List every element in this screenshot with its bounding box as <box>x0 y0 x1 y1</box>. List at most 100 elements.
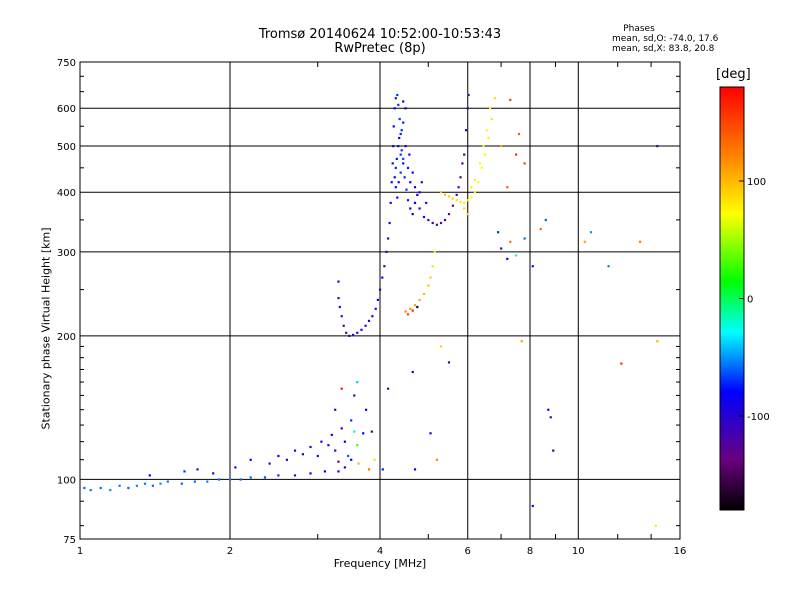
data-point <box>371 315 374 318</box>
x-tick-label: 8 <box>527 546 533 557</box>
data-point <box>620 362 623 365</box>
data-point <box>473 191 476 194</box>
data-point <box>583 240 586 243</box>
data-point <box>447 195 451 198</box>
data-point <box>487 136 490 140</box>
data-point <box>539 228 542 231</box>
data-point <box>552 449 555 452</box>
data-point <box>330 433 333 436</box>
data-point <box>387 237 390 240</box>
data-point <box>544 218 547 222</box>
data-point <box>239 478 242 481</box>
data-point <box>485 129 488 132</box>
data-point <box>451 204 454 207</box>
data-point <box>118 484 121 487</box>
data-point <box>418 191 421 194</box>
data-point <box>285 458 288 461</box>
data-point <box>399 153 402 156</box>
data-point <box>397 181 400 184</box>
data-point <box>411 171 414 174</box>
data-point <box>334 408 337 411</box>
data-point <box>470 196 473 199</box>
data-point <box>350 458 353 461</box>
data-point <box>337 280 340 283</box>
data-point <box>320 440 323 443</box>
data-point <box>443 218 447 222</box>
data-point <box>547 408 550 411</box>
data-point <box>402 121 405 124</box>
data-point <box>183 470 186 473</box>
data-point <box>409 181 412 184</box>
data-point <box>347 454 350 458</box>
data-point <box>480 166 483 169</box>
data-point <box>397 103 400 106</box>
data-point <box>400 129 403 132</box>
data-point <box>293 449 297 452</box>
data-point <box>159 482 162 485</box>
data-point <box>479 162 482 165</box>
plot-frame <box>79 61 681 540</box>
data-point <box>398 136 401 140</box>
data-point <box>367 319 371 322</box>
data-point <box>392 145 395 148</box>
data-point <box>389 201 392 204</box>
data-point <box>403 176 406 179</box>
data-point <box>109 489 112 492</box>
data-point <box>392 125 395 128</box>
data-point <box>463 207 466 210</box>
data-point <box>607 265 610 268</box>
y-tick-label: 100 <box>57 475 76 486</box>
y-tick-label: 750 <box>57 58 76 69</box>
data-point <box>337 470 340 473</box>
data-point <box>523 237 526 240</box>
data-point <box>373 458 376 461</box>
data-point <box>394 186 397 189</box>
data-point <box>413 186 417 189</box>
data-point <box>413 304 417 307</box>
data-point <box>356 381 359 384</box>
data-point <box>277 454 280 458</box>
data-point <box>404 145 407 148</box>
data-point <box>367 468 371 471</box>
data-point <box>381 276 384 279</box>
data-point <box>356 444 359 447</box>
data-point <box>374 307 377 310</box>
data-point <box>515 153 518 156</box>
data-point <box>489 107 492 110</box>
colorbar-tick-label: 0 <box>747 295 753 306</box>
data-point <box>455 199 458 202</box>
phase-stats-title: Phases <box>623 24 655 34</box>
data-point <box>470 186 473 189</box>
data-point <box>467 93 470 97</box>
y-tick-label: 400 <box>57 188 76 199</box>
data-point <box>402 162 405 165</box>
data-point <box>379 288 382 291</box>
data-point <box>148 474 151 477</box>
data-point <box>365 408 368 411</box>
data-point <box>639 240 642 243</box>
y-tick-label: 200 <box>57 332 76 343</box>
data-point <box>196 468 199 471</box>
data-point <box>654 524 657 527</box>
data-point <box>345 331 348 334</box>
data-point <box>193 480 196 483</box>
data-point <box>427 218 430 222</box>
data-point <box>418 298 421 301</box>
data-point <box>431 221 434 225</box>
data-point <box>451 197 454 200</box>
data-point <box>482 145 485 148</box>
data-point <box>455 193 458 196</box>
y-tick-label: 500 <box>57 142 76 153</box>
data-point <box>396 196 399 199</box>
data-point <box>406 313 410 316</box>
data-point <box>301 453 304 456</box>
data-point <box>399 171 402 174</box>
data-point <box>457 186 460 189</box>
data-point <box>364 324 367 327</box>
data-point <box>249 458 252 461</box>
y-tick-label: 300 <box>57 248 76 259</box>
data-point <box>151 484 154 487</box>
data-point <box>268 462 271 465</box>
data-point <box>402 157 405 160</box>
data-point <box>337 460 340 463</box>
